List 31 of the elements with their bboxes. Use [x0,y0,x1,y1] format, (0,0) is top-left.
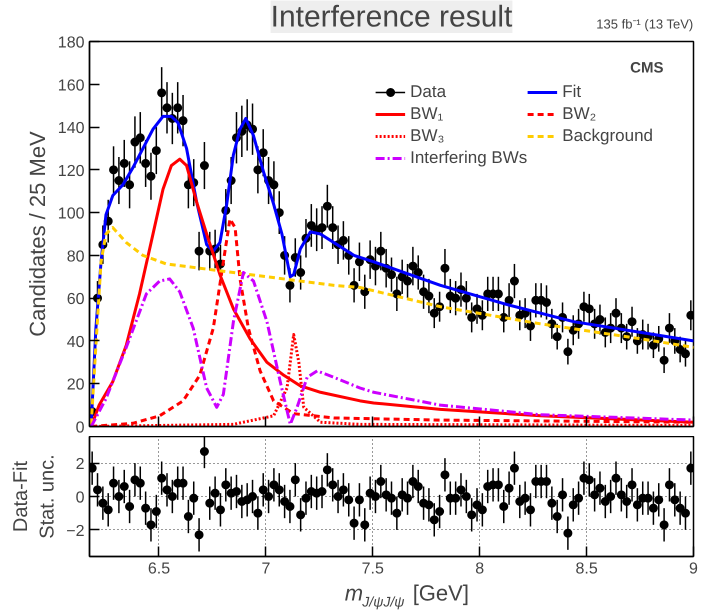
y-tick-label: 140 [58,120,85,138]
x-tick-label: 7 [261,560,270,578]
legend-label: Fit [562,81,582,103]
y-tick-label: 180 [58,34,85,52]
y-tick-label: 60 [66,291,85,308]
legend-label: BW₁ [410,103,444,125]
y-tick-label: 40 [66,334,85,351]
y-axis-title: Candidates / 25 MeV [24,130,50,337]
x-tick-label: 9 [689,560,698,578]
x-tick-label: 7.5 [362,560,384,578]
chart-title: Interference result [270,0,514,34]
text: 135 fb⁻¹ (13 TeV) [596,16,694,32]
y-tick-label: 20 [66,376,85,394]
y-tick-label: 2 [76,456,85,474]
legend-label: Background [562,125,653,147]
x-tick-label: 8.5 [575,560,598,578]
y-tick-label: 100 [58,206,85,223]
legend-label: BW₃ [410,125,444,147]
y-tick-label: 120 [58,162,85,180]
x-tick-label: 8 [475,560,484,578]
legend-label: Interfering BWs [410,147,528,169]
x-tick-label: 6.5 [148,560,170,578]
y-tick-label: 0 [76,490,85,506]
y-axis-title: Data-Fit Stat. unc. [10,454,58,539]
legend-label: Data [410,81,446,103]
y-tick-label: 160 [58,77,85,94]
y-tick-label: −2 [66,522,85,540]
legend-label: BW₂ [562,103,596,125]
y-tick-label: 80 [66,248,85,266]
y-tick-label: 0 [76,420,85,436]
annotation: CMS [630,60,664,76]
